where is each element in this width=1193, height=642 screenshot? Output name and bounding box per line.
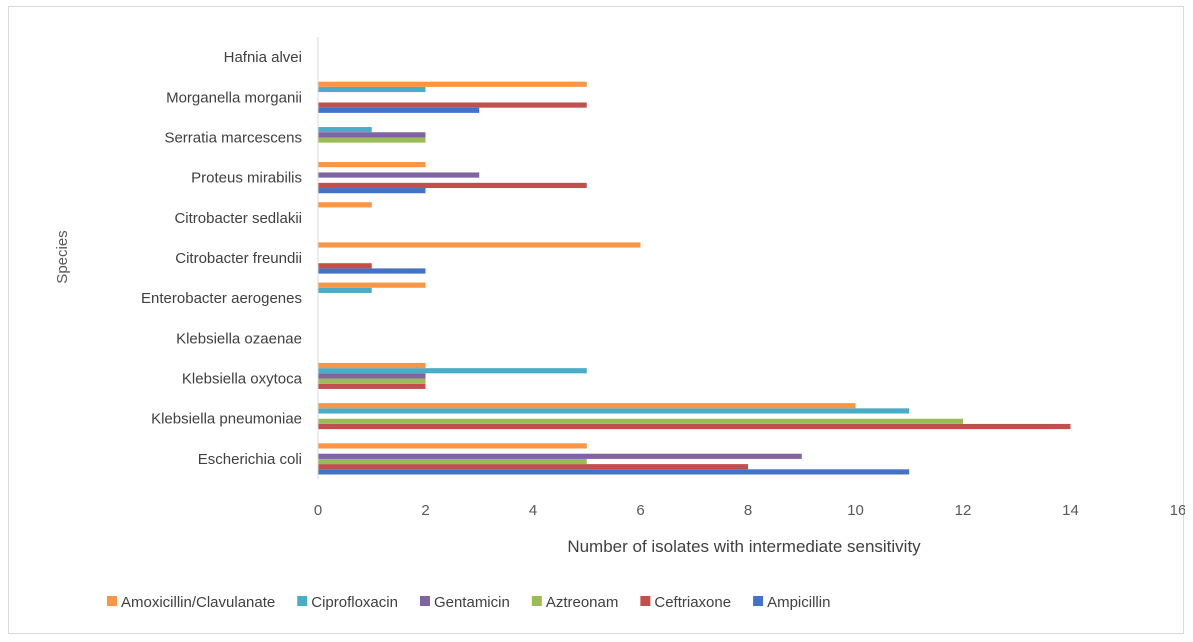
bar-ceftriaxone-klebsiella-oxytoca xyxy=(318,383,426,389)
category-label: Hafnia alvei xyxy=(224,49,302,66)
x-tick-label: 6 xyxy=(636,502,644,519)
bar-amoxicillin-clavulanate-citrobacter-sedlakii xyxy=(318,202,372,208)
bar-gentamicin-proteus-mirabilis xyxy=(318,172,480,178)
bar-amoxicillin-clavulanate-enterobacter-aerogenes xyxy=(318,282,426,288)
legend-label: Aztreonam xyxy=(546,594,619,611)
bar-ceftriaxone-escherichia-coli xyxy=(318,464,748,470)
x-tick-label: 0 xyxy=(314,502,322,519)
category-labels: Escherichia coli Klebsiella pneumoniae Kle… xyxy=(141,49,303,468)
legend-swatch xyxy=(419,596,430,606)
bar-ceftriaxone-klebsiella-pneumoniae xyxy=(318,423,1071,430)
category-label: Serratia marcescens xyxy=(164,129,302,146)
bar-ampicillin-proteus-mirabilis xyxy=(318,188,426,194)
category-label: Morganella morganii xyxy=(166,89,302,106)
bar-ampicillin-citrobacter-freundii xyxy=(318,268,426,274)
x-axis-title: Number of isolates with intermediate sen… xyxy=(567,537,921,556)
category-label: Escherichia coli xyxy=(198,451,302,468)
category-label: Klebsiella ozaenae xyxy=(176,330,302,347)
chart-frame: 0 2 4 6 8 10 12 14 16 Escherichia coli Klebsiella… xyxy=(8,6,1185,634)
bar-gentamicin-klebsiella-oxytoca xyxy=(318,373,426,379)
legend-swatch xyxy=(297,596,308,606)
x-tick-labels: 0 2 4 6 8 10 12 14 16 xyxy=(314,502,1185,519)
bar-amoxicillin-clavulanate-proteus-mirabilis xyxy=(318,162,426,168)
legend: Amoxicillin/Clavulanate Ciprofloxacin Gent… xyxy=(107,594,830,611)
legend-swatch xyxy=(640,596,651,606)
legend-label: Ceftriaxone xyxy=(654,594,731,611)
bar-ceftriaxone-citrobacter-freundii xyxy=(318,263,372,269)
legend-swatch xyxy=(107,596,117,606)
bar-chart: 0 2 4 6 8 10 12 14 16 Escherichia coli Klebsiella… xyxy=(54,37,1185,611)
bar-aztreonam-escherichia-coli xyxy=(318,458,587,465)
bar-ceftriaxone-proteus-mirabilis xyxy=(318,182,587,189)
x-tick-label: 8 xyxy=(744,502,752,519)
legend-swatch xyxy=(753,596,764,606)
x-tick-label: 2 xyxy=(421,502,429,519)
legend-label: Ampicillin xyxy=(767,594,830,611)
category-label: Enterobacter aerogenes xyxy=(141,290,302,307)
category-label: Citrobacter sedlakii xyxy=(174,210,302,227)
bar-ampicillin-morganella-morganii xyxy=(318,107,480,113)
category-label: Proteus mirabilis xyxy=(191,170,302,187)
x-tick-label: 16 xyxy=(1170,502,1185,519)
bar-aztreonam-klebsiella-oxytoca xyxy=(318,378,426,384)
bar-aztreonam-klebsiella-pneumoniae xyxy=(318,418,963,424)
bar-amoxicillin-clavulanate-klebsiella-oxytoca xyxy=(318,362,426,369)
category-label: Klebsiella oxytoca xyxy=(182,371,303,388)
x-tick-label: 12 xyxy=(955,502,972,519)
bar-amoxicillin-clavulanate-klebsiella-pneumoniae xyxy=(318,403,856,409)
bar-ciprofloxacin-enterobacter-aerogenes xyxy=(318,287,372,293)
bar-aztreonam-serratia-marcescens xyxy=(318,137,426,143)
x-tick-label: 4 xyxy=(529,502,537,519)
bar-gentamicin-escherichia-coli xyxy=(318,453,802,459)
bar-amoxicillin-clavulanate-escherichia-coli xyxy=(318,443,587,449)
x-tick-label: 10 xyxy=(847,502,864,519)
bar-ciprofloxacin-serratia-marcescens xyxy=(318,127,372,133)
category-label: Citrobacter freundii xyxy=(175,250,302,267)
bar-amoxicillin-clavulanate-morganella-morganii xyxy=(318,81,587,87)
legend-label: Ciprofloxacin xyxy=(311,594,398,611)
legend-label: Amoxicillin/Clavulanate xyxy=(121,594,275,611)
bar-ceftriaxone-morganella-morganii xyxy=(318,102,587,108)
bar-amoxicillin-clavulanate-citrobacter-freundii xyxy=(318,242,641,248)
y-axis-title: Species xyxy=(54,230,71,283)
bar-ampicillin-escherichia-coli xyxy=(318,469,910,475)
bar-ciprofloxacin-klebsiella-pneumoniae xyxy=(318,408,910,414)
category-label: Klebsiella pneumoniae xyxy=(151,411,302,428)
legend-label: Gentamicin xyxy=(434,594,510,611)
legend-swatch xyxy=(531,596,542,606)
bar-ciprofloxacin-klebsiella-oxytoca xyxy=(318,368,587,374)
bars-group xyxy=(318,81,1071,475)
bar-ciprofloxacin-morganella-morganii xyxy=(318,86,426,93)
bar-gentamicin-serratia-marcescens xyxy=(318,132,426,138)
x-tick-label: 14 xyxy=(1062,502,1079,519)
